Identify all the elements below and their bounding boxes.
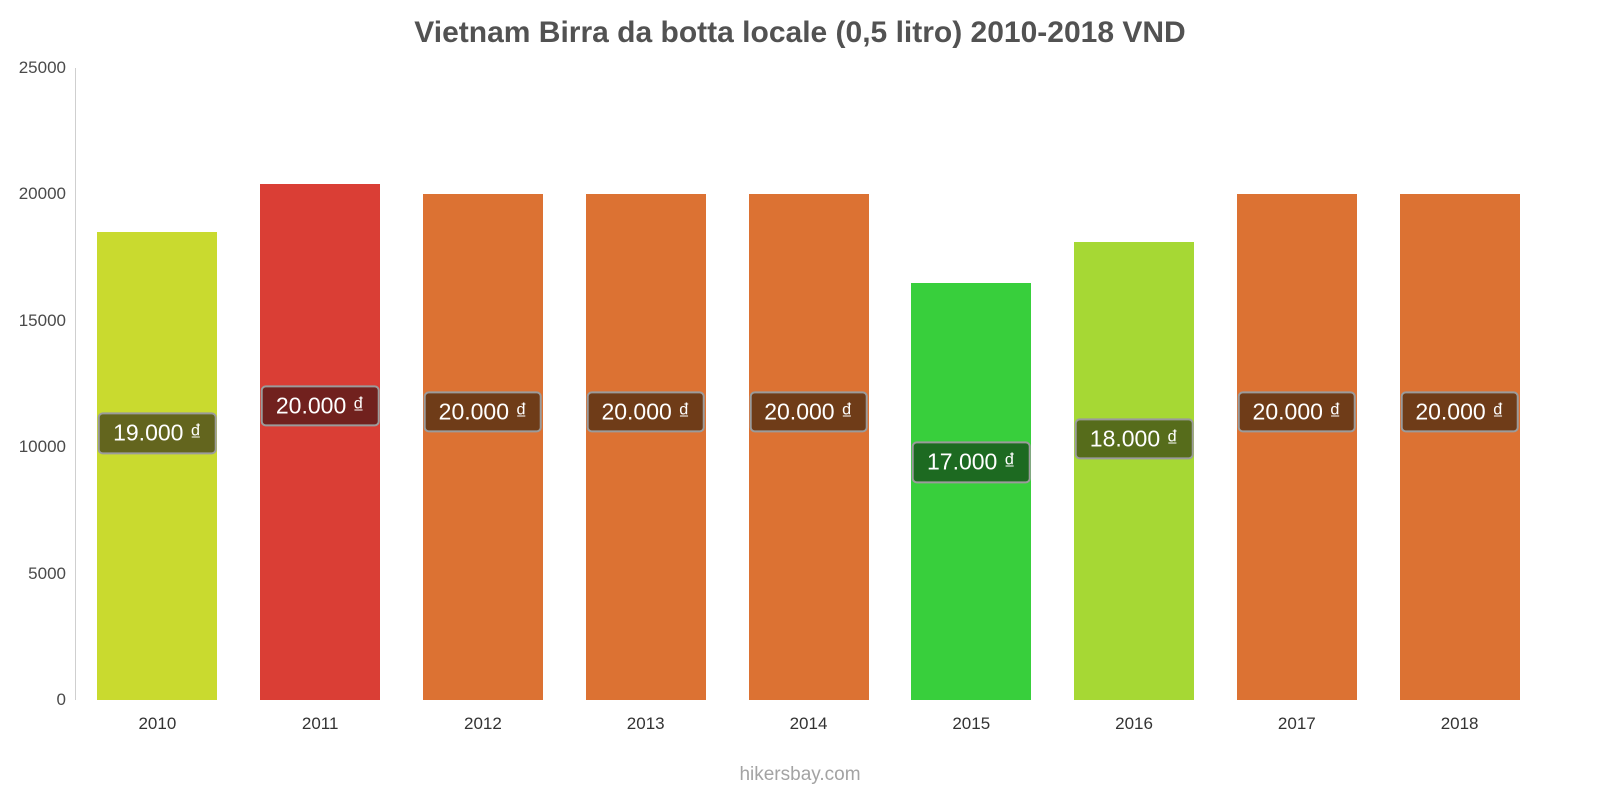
y-axis-label-5000: 5000 — [28, 563, 66, 583]
bar-value-label-2015: 17.000 ₫ — [911, 441, 1031, 483]
y-axis-label-0: 0 — [56, 690, 66, 709]
y-axis-label-20000: 20000 — [18, 184, 66, 204]
bar-2014 — [748, 194, 869, 700]
x-axis-label-2011: 2011 — [301, 714, 339, 733]
x-axis-label-2018: 2018 — [1440, 714, 1479, 733]
x-axis-label-2012: 2012 — [464, 714, 502, 733]
bar-2018 — [1399, 194, 1520, 700]
chart-title: Vietnam Birra da botta locale (0,5 litro… — [414, 16, 1186, 49]
x-axis-label-2013: 2013 — [626, 714, 665, 733]
bar-value-label-2012: 20.000 ₫ — [423, 391, 543, 433]
bar-value-label-2018: 20.000 ₫ — [1400, 391, 1519, 433]
y-axis-label-25000: 25000 — [18, 58, 66, 77]
bar-value-label-2013: 20.000 ₫ — [586, 391, 705, 433]
bar-value-label-2010: 19.000 ₫ — [98, 412, 217, 455]
bar-2017 — [1236, 194, 1357, 700]
bar-2010 — [97, 232, 218, 700]
footer-watermark[interactable]: hikersbay.com — [739, 764, 861, 785]
x-axis-label-2014: 2014 — [789, 714, 828, 733]
x-axis-label-2010: 2010 — [138, 714, 177, 733]
x-axis-label-2015: 2015 — [952, 714, 991, 733]
bar-2013 — [585, 194, 706, 700]
y-axis-label-15000: 15000 — [18, 310, 66, 330]
bar-2016 — [1074, 242, 1195, 700]
bar-2011 — [260, 184, 381, 700]
bar-value-label-2016: 18.000 ₫ — [1074, 418, 1194, 460]
bar-value-label-2014: 20.000 ₫ — [749, 391, 868, 433]
x-axis-label-2017: 2017 — [1277, 714, 1316, 733]
x-axis-label-2016: 2016 — [1115, 714, 1153, 733]
bar-2012 — [422, 194, 543, 700]
bar-value-label-2017: 20.000 ₫ — [1237, 391, 1357, 433]
plot-area: 0 5000 10000 15000 20000 25000 19.000 ₫ 2010 20.… — [19, 58, 1541, 733]
y-axis-label-10000: 10000 — [18, 437, 66, 457]
bar-2015 — [911, 282, 1032, 700]
bar-value-label-2011: 20.000 ₫ — [260, 385, 380, 427]
